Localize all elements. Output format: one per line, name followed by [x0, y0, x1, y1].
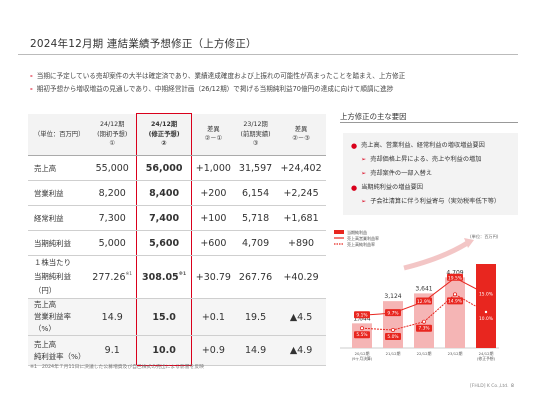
forecast-table: （単位：百万円） 24/12期 (期初予想) ① 24/12期 (修正予想) ② 差異 ②…	[28, 113, 326, 366]
net-margin-label-bg	[478, 315, 494, 322]
page-number: 8	[511, 384, 514, 389]
op-margin-label: 15.0%	[479, 292, 493, 298]
table-row: 経常利益 7,300 7,400 +100 5,718 +1,681	[28, 205, 326, 231]
reason-item: ● 当期純利益の増益要因	[351, 184, 423, 192]
summary-bullets: - 当期に予定している売却案件の大半は確定済であり、業績達成確度および上振れの可能…	[30, 70, 405, 96]
net-margin-point	[453, 292, 458, 297]
bar-value-label: 5,600	[477, 256, 494, 263]
category-label: 22/12期	[417, 351, 432, 356]
legend-swatch	[334, 230, 344, 234]
net-margin-point	[391, 328, 396, 333]
net-margin-point	[359, 326, 364, 331]
header-cell: 差異 ②－③	[276, 113, 326, 156]
op-margin-label-bg	[416, 297, 432, 305]
bar	[476, 264, 496, 348]
category-label: (9ヶ月決算)	[352, 356, 373, 361]
op-margin-label: 19.5%	[448, 275, 462, 281]
net-income-chart: 当期純利益売上高営業利益率売上高純利益率(単位：百万円)1,64420/12期(…	[334, 229, 499, 361]
growth-arrow-head	[464, 238, 474, 248]
reasons-box: ● 売上高、営業利益、経常利益の増収増益要因 ➢ 売却価格上昇による、売上や利益の増…	[343, 133, 518, 215]
net-margin-label: 10.0%	[479, 316, 493, 322]
category-label: (修正予想)	[477, 356, 496, 361]
net-margin-point	[422, 319, 427, 324]
bar-value-label: 3,124	[384, 293, 401, 300]
growth-arrow	[403, 239, 471, 271]
reasons-title: 上方修正の主な要因	[340, 112, 407, 121]
legend-label: 売上高営業利益率	[347, 235, 379, 241]
net-margin-label: 5.0%	[387, 334, 398, 340]
title-divider	[18, 54, 518, 55]
op-margin-label-bg	[354, 311, 370, 319]
net-margin-point	[483, 310, 488, 315]
category-label: 24/12期	[479, 351, 494, 356]
net-margin-label: 5.5%	[356, 332, 367, 338]
chart-unit: (単位：百万円)	[470, 233, 499, 240]
op-margin-label: 9.7%	[387, 311, 398, 317]
op-margin-label-bg	[447, 273, 463, 281]
bullet-item: - 期初予想から増収増益の見通しであり、中期経営計画（26/12期）で掲げる当期純…	[30, 85, 394, 93]
category-label: 23/12期	[448, 351, 463, 356]
table-row-ratio: 売上高 純利益率（%） 9.1 10.0 +0.9 14.9 ▲4.9	[28, 335, 326, 366]
header-cell: 23/12期 (前期実績) ③	[235, 113, 277, 156]
reasons-divider	[340, 122, 518, 123]
reason-sub-item: ➢ 売却案件の一部入替え	[361, 170, 433, 177]
net-margin-label-bg	[354, 331, 370, 339]
header-cell: 24/12期 (期初予想) ①	[88, 113, 137, 156]
op-margin-label-bg	[478, 290, 494, 297]
table-row-ratio: 売上高 営業利益率（%） 14.9 15.0 +0.1 19.5 ▲4.5	[28, 298, 326, 336]
bar-value-label: 4,709	[446, 269, 463, 276]
legend-label: 売上高純利益率	[347, 241, 375, 247]
unit-label: （単位：百万円）	[28, 113, 88, 156]
net-margin-label: 14.9%	[448, 298, 462, 304]
bar	[383, 301, 403, 348]
op-margin-label-bg	[385, 309, 401, 317]
net-margin-label-bg	[447, 297, 463, 305]
reason-sub-item: ➢ 売却価格上昇による、売上や利益の増加	[361, 156, 482, 163]
category-label: 20/12期	[355, 351, 370, 356]
header-cell-revised: 24/12期 (修正予想) ②	[136, 113, 192, 156]
bar-value-label: 3,641	[415, 285, 432, 292]
header-cell: 差異 ②－①	[191, 113, 235, 156]
footnote: ※1 2024年７月11日に決議した公募増資及び自己株式の売出による影響を反映	[30, 365, 204, 370]
net-margin-label: 7.3%	[418, 326, 429, 332]
page-title: 2024年12月期 連結業績予想修正（上方修正）	[30, 38, 257, 50]
net-margin-label-bg	[416, 324, 432, 332]
table-row-eps: １株当たり 当期純利益（円） 277.26※1 308.05※1 +30.79 26…	[28, 255, 326, 299]
op-margin-label: 9.1%	[356, 313, 367, 319]
company-logo: [FHLD] K Co.,Ltd.	[470, 384, 509, 389]
table-row: 当期純利益 5,000 5,600 +600 4,709 +890	[28, 230, 326, 256]
bullet-item: - 当期に予定している売却案件の大半は確定済であり、業績達成確度および上振れの可能…	[30, 72, 406, 80]
legend-label: 当期純利益	[347, 229, 367, 235]
op-margin-label: 12.9%	[417, 299, 431, 305]
table-row: 営業利益 8,200 8,400 +200 6,154 +2,245	[28, 180, 326, 206]
net-margin-label-bg	[385, 333, 401, 340]
table-row: 売上高 55,000 56,000 +1,000 31,597 +24,402	[28, 155, 326, 181]
reason-sub-item: ➢ 子会社清算に伴う利益寄与（実効税率低下等）	[361, 198, 501, 205]
reason-item: ● 売上高、営業利益、経常利益の増収増益要因	[351, 142, 485, 150]
bar-value-label: 1,644	[353, 315, 370, 322]
table-header: （単位：百万円） 24/12期 (期初予想) ① 24/12期 (修正予想) ② 差異 ②…	[28, 113, 326, 156]
category-label: 21/12期	[386, 351, 401, 356]
bar	[445, 277, 465, 348]
